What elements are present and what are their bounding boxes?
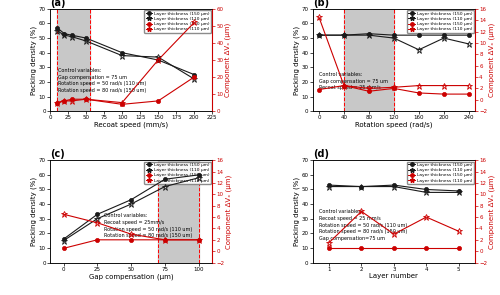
Bar xyxy=(57,9,90,111)
X-axis label: Rotation speed (rad/s): Rotation speed (rad/s) xyxy=(355,122,432,128)
Y-axis label: Packing density (%): Packing density (%) xyxy=(294,25,300,95)
Text: (c): (c) xyxy=(50,150,65,160)
Text: Control variables:
Gap compensation = 75 um
Rotation speed = 50 rad/s (110 um)
R: Control variables: Gap compensation = 75… xyxy=(58,68,146,93)
Y-axis label: Packing density (%): Packing density (%) xyxy=(31,177,38,246)
Y-axis label: Component ΔVₓ (μm): Component ΔVₓ (μm) xyxy=(225,23,232,97)
Y-axis label: Component ΔVₓ (μm): Component ΔVₓ (μm) xyxy=(226,174,232,248)
Bar xyxy=(344,9,394,111)
X-axis label: Gap compensation (μm): Gap compensation (μm) xyxy=(89,273,174,280)
Bar xyxy=(158,160,198,263)
Text: (d): (d) xyxy=(313,150,329,160)
Y-axis label: Component ΔVₓ (μm): Component ΔVₓ (μm) xyxy=(488,174,495,248)
Y-axis label: Packing density (%): Packing density (%) xyxy=(294,177,300,246)
X-axis label: Layer number: Layer number xyxy=(370,273,418,279)
Legend: Layer thickness (150 μm), Layer thickness (110 μm), Layer thickness (150 μm), La: Layer thickness (150 μm), Layer thicknes… xyxy=(144,10,211,33)
Text: Control variables:
Gap compensation = 75 um
Recoat speed = 25 mm/s: Control variables: Gap compensation = 75… xyxy=(320,72,388,91)
Text: Control variables:
Recoat speed = 25 mm/s
Rotation speed = 50 rad/s (110 um)
Rot: Control variables: Recoat speed = 25 mm/… xyxy=(320,209,408,241)
Legend: Layer thickness (150 μm), Layer thickness (110 μm), Layer thickness (150 μm), La: Layer thickness (150 μm), Layer thicknes… xyxy=(144,162,211,184)
Text: (a): (a) xyxy=(50,0,66,8)
Y-axis label: Component ΔVₓ (μm): Component ΔVₓ (μm) xyxy=(488,23,495,97)
Legend: Layer thickness (150 μm), Layer thickness (110 μm), Layer thickness (150 μm), La: Layer thickness (150 μm), Layer thicknes… xyxy=(407,162,474,184)
Text: (b): (b) xyxy=(313,0,329,8)
X-axis label: Recoat speed (mm/s): Recoat speed (mm/s) xyxy=(94,122,168,128)
Y-axis label: Packing density (%): Packing density (%) xyxy=(31,25,38,95)
Text: Control variables:
Recoat speed = 25mm/s
Rotation speed = 50 rad/s (110 um)
Rota: Control variables: Recoat speed = 25mm/s… xyxy=(104,214,192,238)
Legend: Layer thickness (150 μm), Layer thickness (110 μm), Layer thickness (150 μm), La: Layer thickness (150 μm), Layer thicknes… xyxy=(407,10,474,33)
